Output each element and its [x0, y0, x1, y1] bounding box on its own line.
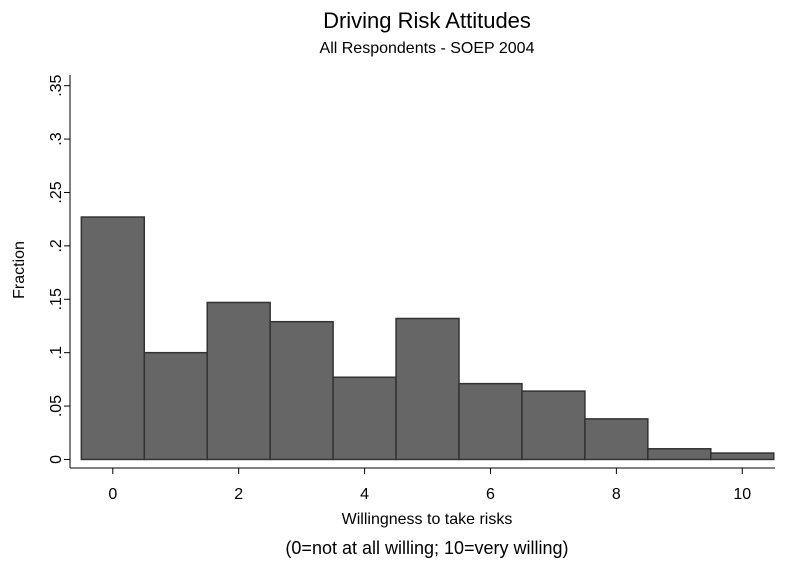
bar [584, 418, 649, 461]
bar [647, 448, 712, 461]
x-tick-label: 6 [486, 486, 495, 503]
x-tick-label: 0 [108, 486, 117, 503]
bar [395, 317, 460, 461]
x-axis-label: Willingness to take risks [342, 511, 513, 528]
bar [143, 351, 208, 461]
y-axis-label: Fraction [11, 241, 28, 299]
x-tick-label: 4 [360, 486, 369, 503]
x-tick-label: 8 [612, 486, 621, 503]
chart-subtitle: All Respondents - SOEP 2004 [320, 40, 535, 57]
bar [521, 390, 586, 461]
y-tick-label: .1 [48, 346, 65, 359]
bar [332, 376, 397, 461]
y-tick-label: .05 [48, 395, 65, 417]
x-tick-label: 2 [234, 486, 243, 503]
chart-note: (0=not at all willing; 10=very willing) [285, 538, 568, 558]
y-tick-label: .25 [48, 181, 65, 203]
x-tick-label: 10 [733, 486, 751, 503]
bar [80, 216, 146, 461]
chart-title: Driving Risk Attitudes [323, 8, 531, 33]
bar [269, 320, 334, 461]
y-tick-label: .2 [48, 239, 65, 252]
y-tick-label: .35 [48, 74, 65, 96]
bar [710, 452, 775, 461]
bar [458, 382, 523, 461]
y-tick-label: .15 [48, 288, 65, 310]
y-tick-label: 0 [48, 455, 65, 464]
y-tick-label: .3 [48, 132, 65, 145]
bar [206, 301, 271, 461]
